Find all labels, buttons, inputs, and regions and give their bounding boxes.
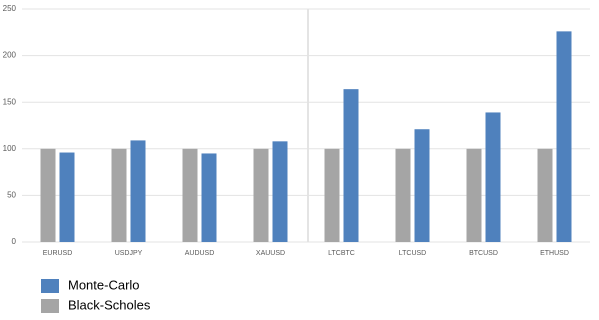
x-tick-label: BTCUSD (469, 250, 498, 257)
y-tick-label: 100 (3, 144, 17, 153)
bar (272, 141, 288, 242)
bar (343, 89, 359, 242)
legend-label: Black-Scholes (68, 297, 151, 312)
legend-label: Monte-Carlo (68, 277, 140, 292)
bar (485, 112, 501, 243)
x-tick-label: AUDUSD (185, 250, 215, 257)
bar (324, 148, 340, 242)
bar (59, 152, 75, 242)
bar (414, 129, 430, 242)
bar (537, 148, 553, 242)
x-tick-label: ETHUSD (540, 250, 569, 257)
x-tick-label: XAUUSD (256, 250, 285, 257)
bar (111, 148, 127, 242)
legend-swatch (41, 299, 59, 313)
y-tick-label: 150 (3, 97, 17, 106)
x-tick-label: LTCBTC (328, 250, 355, 257)
y-tick-label: 0 (12, 237, 17, 246)
bar (201, 153, 217, 242)
x-tick-label: USDJPY (115, 250, 143, 257)
y-tick-label: 200 (3, 51, 17, 60)
bar (130, 140, 146, 242)
legend-swatch (41, 279, 59, 293)
y-tick-label: 250 (3, 4, 17, 13)
bar (556, 31, 572, 243)
x-tick-label: LTCUSD (399, 250, 426, 257)
bar (182, 148, 198, 242)
bar (40, 148, 56, 242)
bar (395, 148, 411, 242)
y-tick-label: 50 (7, 191, 16, 200)
bar (253, 148, 269, 242)
x-tick-label: EURUSD (43, 250, 73, 257)
bar (466, 148, 482, 242)
